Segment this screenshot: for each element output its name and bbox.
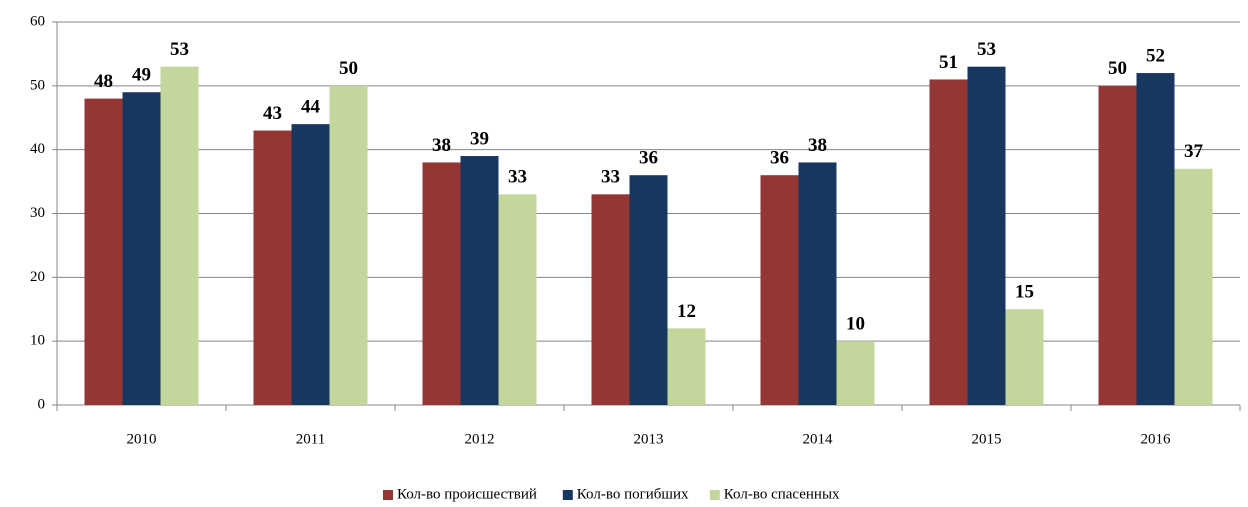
bar xyxy=(291,124,330,405)
x-tick-label: 2013 xyxy=(634,431,664,447)
value-label: 50 xyxy=(1108,58,1127,79)
y-tick-label: 40 xyxy=(30,141,45,157)
bar xyxy=(460,156,499,405)
value-label: 51 xyxy=(939,52,958,73)
bar xyxy=(122,92,161,405)
value-label: 38 xyxy=(432,135,451,156)
bar xyxy=(84,98,123,405)
legend: Кол-во происшествий Кол-во погибших Кол-во… xyxy=(383,486,840,502)
x-tick-label: 2015 xyxy=(972,431,1002,447)
bar xyxy=(760,175,799,405)
value-label: 15 xyxy=(1015,282,1034,303)
y-tick-label: 30 xyxy=(30,205,45,221)
bar xyxy=(1136,73,1175,406)
value-label: 38 xyxy=(808,135,827,156)
bar xyxy=(591,194,630,405)
value-label: 36 xyxy=(770,148,789,169)
bar xyxy=(836,341,875,405)
bar xyxy=(629,175,668,405)
y-tick-label: 20 xyxy=(30,269,45,285)
legend-label: Кол-во погибших xyxy=(577,486,689,502)
bar xyxy=(967,66,1006,405)
bar xyxy=(160,66,199,405)
value-label: 36 xyxy=(639,148,658,169)
legend-label: Кол-во спасенных xyxy=(724,486,840,502)
bar xyxy=(1005,309,1044,405)
value-label: 37 xyxy=(1184,141,1204,162)
value-label: 53 xyxy=(977,39,996,60)
y-tick-label: 10 xyxy=(30,333,45,349)
y-tick-label: 0 xyxy=(38,396,46,412)
legend-swatch xyxy=(709,490,720,500)
bar xyxy=(798,162,837,405)
value-label: 44 xyxy=(301,96,321,117)
value-label: 48 xyxy=(94,71,113,92)
bar xyxy=(422,162,461,405)
x-tick-label: 2012 xyxy=(465,431,495,447)
x-tick-label: 2016 xyxy=(1141,431,1172,447)
bar xyxy=(1098,85,1137,405)
legend-swatch xyxy=(562,490,573,500)
bar xyxy=(1174,168,1213,405)
value-label: 10 xyxy=(846,314,865,335)
legend-label: Кол-во происшествий xyxy=(397,486,537,502)
x-tick-label: 2011 xyxy=(296,431,325,447)
value-label: 52 xyxy=(1146,45,1165,66)
bar xyxy=(253,130,292,405)
bar xyxy=(329,85,368,405)
value-label: 33 xyxy=(601,167,620,188)
y-tick-label: 60 xyxy=(30,13,45,29)
value-label: 50 xyxy=(339,58,358,79)
value-label: 33 xyxy=(508,167,527,188)
value-label: 49 xyxy=(132,65,151,86)
bar xyxy=(929,79,968,405)
legend-swatch xyxy=(383,490,393,500)
value-label: 43 xyxy=(263,103,282,124)
bar xyxy=(667,328,706,405)
x-tick-label: 2010 xyxy=(127,431,157,447)
y-tick-label: 50 xyxy=(30,77,45,93)
bar xyxy=(498,194,537,405)
value-label: 39 xyxy=(470,128,489,149)
value-label: 53 xyxy=(170,39,189,60)
value-label: 12 xyxy=(677,301,696,322)
x-tick-label: 2014 xyxy=(803,431,834,447)
